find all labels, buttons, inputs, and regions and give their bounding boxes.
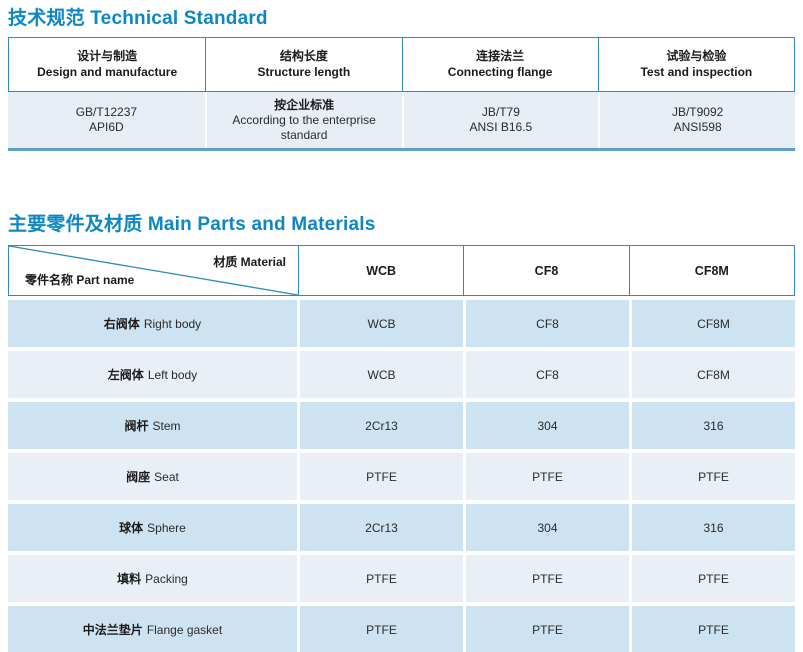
header-zh: 试验与检验 <box>666 48 727 63</box>
header-en: Connecting flange <box>447 64 553 79</box>
material-value-cell: WCB <box>297 300 463 347</box>
main-parts-table: 材质 Material 零件名称 Part name WCB CF8 CF8M … <box>8 245 795 652</box>
material-value-cell: PTFE <box>629 555 795 602</box>
header-design-manufacture: 设计与制造 Design and manufacture <box>9 38 205 91</box>
part-name-zh: 球体 <box>119 521 144 535</box>
part-name-en: Packing <box>145 571 188 586</box>
table-row-seat: 阀座 Seat PTFE PTFE PTFE <box>8 453 795 500</box>
material-value-cell: CF8 <box>463 351 629 398</box>
column-header-cf8: CF8 <box>463 246 628 295</box>
value-line: GB/T12237 <box>75 105 138 119</box>
diagonal-divider-line <box>9 246 298 295</box>
corner-part-name-label: 零件名称 Part name <box>25 273 135 287</box>
part-name-cell: 阀杆 Stem <box>8 402 297 449</box>
material-value-cell: PTFE <box>463 453 629 500</box>
technical-standard-value-row: GB/T12237 API6D 按企业标准 According to the e… <box>8 92 795 148</box>
material-value-cell: 316 <box>629 504 795 551</box>
material-value-cell: PTFE <box>463 606 629 652</box>
header-en: Structure length <box>257 64 351 79</box>
column-header-wcb: WCB <box>298 246 463 295</box>
material-value-cell: PTFE <box>463 555 629 602</box>
material-value-cell: 316 <box>629 402 795 449</box>
material-value-cell: CF8 <box>463 300 629 347</box>
material-value-cell: WCB <box>297 351 463 398</box>
table-row-left-body: 左阀体 Left body WCB CF8 CF8M <box>8 351 795 398</box>
value-design-manufacture: GB/T12237 API6D <box>8 92 205 148</box>
corner-material-label: 材质 Material <box>213 255 286 269</box>
value-connecting-flange: JB/T79 ANSI B16.5 <box>401 92 599 148</box>
part-name-en: Left body <box>147 367 198 382</box>
value-line: JB/T79 <box>481 105 520 119</box>
part-name-zh: 阀杆 <box>124 419 149 433</box>
column-header-cf8m: CF8M <box>628 246 794 295</box>
header-en: Design and manufacture <box>37 64 178 79</box>
material-value-cell: 2Cr13 <box>297 504 463 551</box>
value-line: API6D <box>89 120 124 134</box>
header-zh: 设计与制造 <box>77 48 138 63</box>
technical-standard-title: 技术规范 Technical Standard <box>8 8 268 29</box>
value-line: JB/T9092 <box>671 105 724 119</box>
material-value-cell: CF8M <box>629 351 795 398</box>
material-value-cell: PTFE <box>297 555 463 602</box>
header-structure-length: 结构长度 Structure length <box>205 38 401 91</box>
part-name-zh: 填料 <box>117 572 142 586</box>
material-value-cell: PTFE <box>629 453 795 500</box>
technical-standard-table: 设计与制造 Design and manufacture 结构长度 Struct… <box>8 37 795 151</box>
value-line: 按企业标准 <box>274 97 335 112</box>
material-value-cell: 304 <box>463 402 629 449</box>
page-content: 技术规范 Technical Standard 设计与制造 Design and… <box>8 0 795 652</box>
corner-header-cell: 材质 Material 零件名称 Part name <box>9 246 298 295</box>
table-row-right-body: 右阀体 Right body WCB CF8 CF8M <box>8 300 795 347</box>
table-row-flange-gasket: 中法兰垫片 Flange gasket PTFE PTFE PTFE <box>8 606 795 652</box>
main-parts-header-row: 材质 Material 零件名称 Part name WCB CF8 CF8M <box>8 245 795 296</box>
part-name-cell: 右阀体 Right body <box>8 300 297 347</box>
part-name-en: Sphere <box>147 520 186 535</box>
value-structure-length: 按企业标准 According to the enterprise standa… <box>204 92 402 148</box>
technical-standard-header-row: 设计与制造 Design and manufacture 结构长度 Struct… <box>8 37 795 92</box>
material-value-cell: PTFE <box>297 606 463 652</box>
table-bottom-rule <box>8 148 795 151</box>
value-line: ANSI598 <box>673 120 722 134</box>
part-name-cell: 左阀体 Left body <box>8 351 297 398</box>
header-connecting-flange: 连接法兰 Connecting flange <box>401 38 598 91</box>
part-name-en: Seat <box>154 469 179 484</box>
value-line: According to the enterprise standard <box>232 112 376 142</box>
value-test-inspection: JB/T9092 ANSI598 <box>598 92 795 148</box>
header-test-inspection: 试验与检验 Test and inspection <box>597 38 794 91</box>
header-zh: 结构长度 <box>279 48 328 63</box>
table-row-stem: 阀杆 Stem 2Cr13 304 316 <box>8 402 795 449</box>
part-name-cell: 阀座 Seat <box>8 453 297 500</box>
part-name-zh: 中法兰垫片 <box>82 623 143 637</box>
part-name-zh: 阀座 <box>126 470 151 484</box>
material-value-cell: PTFE <box>297 453 463 500</box>
header-en: Test and inspection <box>640 64 753 79</box>
part-name-zh: 右阀体 <box>103 317 140 331</box>
material-value-cell: PTFE <box>629 606 795 652</box>
part-name-cell: 填料 Packing <box>8 555 297 602</box>
material-value-cell: CF8M <box>629 300 795 347</box>
main-parts-title: 主要零件及材质 Main Parts and Materials <box>8 214 376 235</box>
part-name-en: Stem <box>152 418 181 433</box>
table-row-packing: 填料 Packing PTFE PTFE PTFE <box>8 555 795 602</box>
part-name-en: Flange gasket <box>146 622 223 637</box>
header-zh: 连接法兰 <box>476 48 525 63</box>
part-name-zh: 左阀体 <box>107 368 144 382</box>
part-name-cell: 球体 Sphere <box>8 504 297 551</box>
value-line: ANSI B16.5 <box>469 120 533 134</box>
material-value-cell: 304 <box>463 504 629 551</box>
table-row-sphere: 球体 Sphere 2Cr13 304 316 <box>8 504 795 551</box>
part-name-cell: 中法兰垫片 Flange gasket <box>8 606 297 652</box>
material-value-cell: 2Cr13 <box>297 402 463 449</box>
part-name-en: Right body <box>143 316 202 331</box>
